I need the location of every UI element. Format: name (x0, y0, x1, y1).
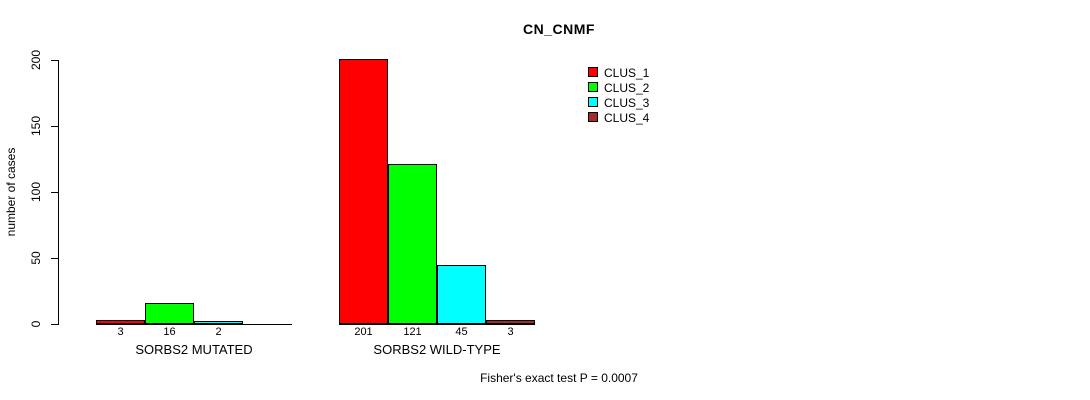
group-label-sorbs2-wild-type: SORBS2 WILD-TYPE (373, 342, 501, 357)
y-tick-label: 100 (29, 181, 43, 203)
legend-label: CLUS_3 (604, 96, 650, 110)
bar-sorbs2-wild-type-clus-2 (388, 164, 437, 324)
y-tick-label: 200 (29, 49, 43, 71)
y-tick (51, 192, 58, 193)
bar-sorbs2-mutated-clus-1 (96, 320, 145, 324)
bar-value-label: 2 (215, 326, 222, 338)
y-tick-label: 150 (29, 115, 43, 137)
y-axis (58, 60, 59, 325)
legend-swatch-clus-4 (588, 112, 598, 122)
bar-sorbs2-mutated-clus-3 (194, 321, 243, 324)
bar-sorbs2-wild-type-clus-4 (486, 320, 535, 324)
x-axis-baseline (96, 324, 292, 325)
legend-label: CLUS_1 (604, 66, 650, 80)
y-axis-label: number of cases (4, 147, 18, 237)
bar-value-label: 3 (117, 326, 124, 338)
chart-title: CN_CNMF (523, 21, 595, 37)
y-tick (51, 324, 58, 325)
bar-value-label: 3 (507, 326, 514, 338)
y-tick (51, 258, 58, 259)
legend-label: CLUS_2 (604, 81, 650, 95)
annotation-fisher-test: Fisher's exact test P = 0.0007 (480, 371, 638, 385)
bar-value-label: 121 (403, 326, 422, 338)
bar-sorbs2-mutated-clus-2 (145, 303, 194, 324)
y-tick-label: 0 (29, 320, 43, 328)
legend-label: CLUS_4 (604, 111, 650, 125)
group-label-sorbs2-mutated: SORBS2 MUTATED (135, 342, 253, 357)
bar-value-label: 16 (163, 326, 176, 338)
bar-sorbs2-wild-type-clus-3 (437, 265, 486, 324)
y-tick-label: 50 (29, 251, 43, 265)
legend-swatch-clus-1 (588, 67, 598, 77)
y-tick (51, 60, 58, 61)
bar-value-label: 201 (354, 326, 373, 338)
legend-swatch-clus-2 (588, 82, 598, 92)
x-axis-baseline (339, 324, 535, 325)
bar-value-label: 45 (455, 326, 468, 338)
legend-swatch-clus-3 (588, 97, 598, 107)
y-tick (51, 126, 58, 127)
bar-sorbs2-wild-type-clus-1 (339, 59, 388, 324)
